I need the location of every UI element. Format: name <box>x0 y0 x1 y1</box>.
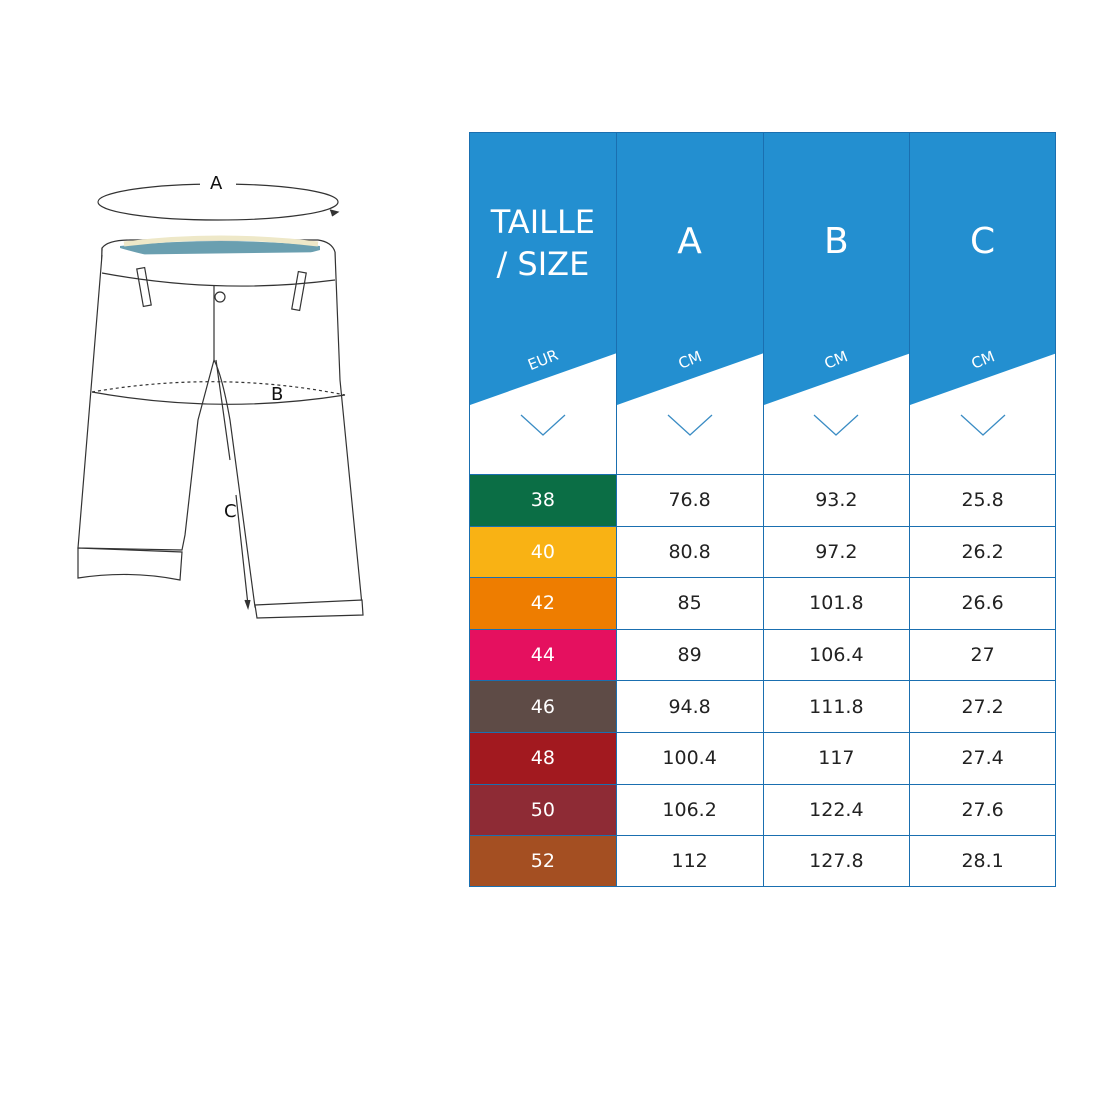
measure-b-cell: 97.2 <box>762 525 910 578</box>
size-cell: 42 <box>469 577 616 629</box>
table-row: 52 112 127.8 28.1 <box>469 835 1056 887</box>
measure-c-cell: 26.2 <box>909 525 1056 578</box>
table-row: 46 94.8 111.8 27.2 <box>469 680 1056 732</box>
measure-a-cell: 106.2 <box>615 783 763 836</box>
column-header-b: B CM <box>762 132 910 474</box>
column-title-line: / SIZE <box>496 245 590 283</box>
table-body: 38 76.8 93.2 25.8 40 80.8 97.2 26.2 42 85 101.8 26.… <box>469 474 1056 887</box>
column-title: TAILLE / SIZE <box>470 201 616 285</box>
column-title-line: TAILLE <box>490 203 595 241</box>
measure-c-cell: 27 <box>909 628 1056 681</box>
column-title: A <box>677 221 702 262</box>
shorts-measurement-diagram: A B C <box>60 160 380 620</box>
table-row: 44 89 106.4 27 <box>469 628 1056 681</box>
label-c: C <box>224 501 237 522</box>
measure-c-cell: 27.2 <box>909 680 1056 732</box>
measure-b-cell: 117 <box>762 731 910 784</box>
label-b: B <box>271 384 283 405</box>
size-chart-table: TAILLE / SIZE EUR A CM B CM C CM 38 76.8 93.2 25.8 4… <box>469 132 1056 887</box>
measure-a-cell: 94.8 <box>615 680 763 732</box>
table-row: 48 100.4 117 27.4 <box>469 731 1056 784</box>
header-background <box>763 133 910 405</box>
measure-b-cell: 93.2 <box>762 474 910 526</box>
header-background <box>910 133 1056 405</box>
label-a: A <box>210 173 223 194</box>
size-cell: 44 <box>469 628 616 681</box>
chevron-down-icon <box>519 413 567 441</box>
measure-c-cell: 25.8 <box>909 474 1056 526</box>
measure-a-cell: 76.8 <box>615 474 763 526</box>
chevron-down-icon <box>666 413 714 441</box>
measure-b-cell: 122.4 <box>762 783 910 836</box>
size-cell: 38 <box>469 474 616 526</box>
header-background <box>470 133 616 405</box>
chevron-down-icon <box>812 413 860 441</box>
measure-b-cell: 101.8 <box>762 577 910 629</box>
measure-b-cell: 127.8 <box>762 835 910 887</box>
measure-c-cell: 28.1 <box>909 835 1056 887</box>
header-row: TAILLE / SIZE EUR A CM B CM C CM <box>469 132 1056 474</box>
column-header-a: A CM <box>615 132 763 474</box>
measure-b-cell: 111.8 <box>762 680 910 732</box>
table-row: 40 80.8 97.2 26.2 <box>469 525 1056 578</box>
measure-a-cell: 80.8 <box>615 525 763 578</box>
table-row: 38 76.8 93.2 25.8 <box>469 474 1056 526</box>
measure-a-cell: 89 <box>615 628 763 681</box>
column-header-c: C CM <box>909 132 1056 474</box>
column-title: C <box>970 221 996 262</box>
measure-a-cell: 100.4 <box>615 731 763 784</box>
chevron-down-icon <box>959 413 1007 441</box>
size-cell: 40 <box>469 525 616 578</box>
measure-a-cell: 85 <box>615 577 763 629</box>
size-cell: 50 <box>469 783 616 836</box>
measure-c-cell: 27.4 <box>909 731 1056 784</box>
column-header-size: TAILLE / SIZE EUR <box>469 132 616 474</box>
size-cell: 46 <box>469 680 616 732</box>
measure-b-cell: 106.4 <box>762 628 910 681</box>
measure-a-cell: 112 <box>615 835 763 887</box>
measure-c-cell: 27.6 <box>909 783 1056 836</box>
header-background <box>616 133 763 405</box>
table-row: 42 85 101.8 26.6 <box>469 577 1056 629</box>
size-cell: 52 <box>469 835 616 887</box>
size-cell: 48 <box>469 731 616 784</box>
table-row: 50 106.2 122.4 27.6 <box>469 783 1056 836</box>
measure-c-cell: 26.6 <box>909 577 1056 629</box>
column-title: B <box>824 221 849 262</box>
